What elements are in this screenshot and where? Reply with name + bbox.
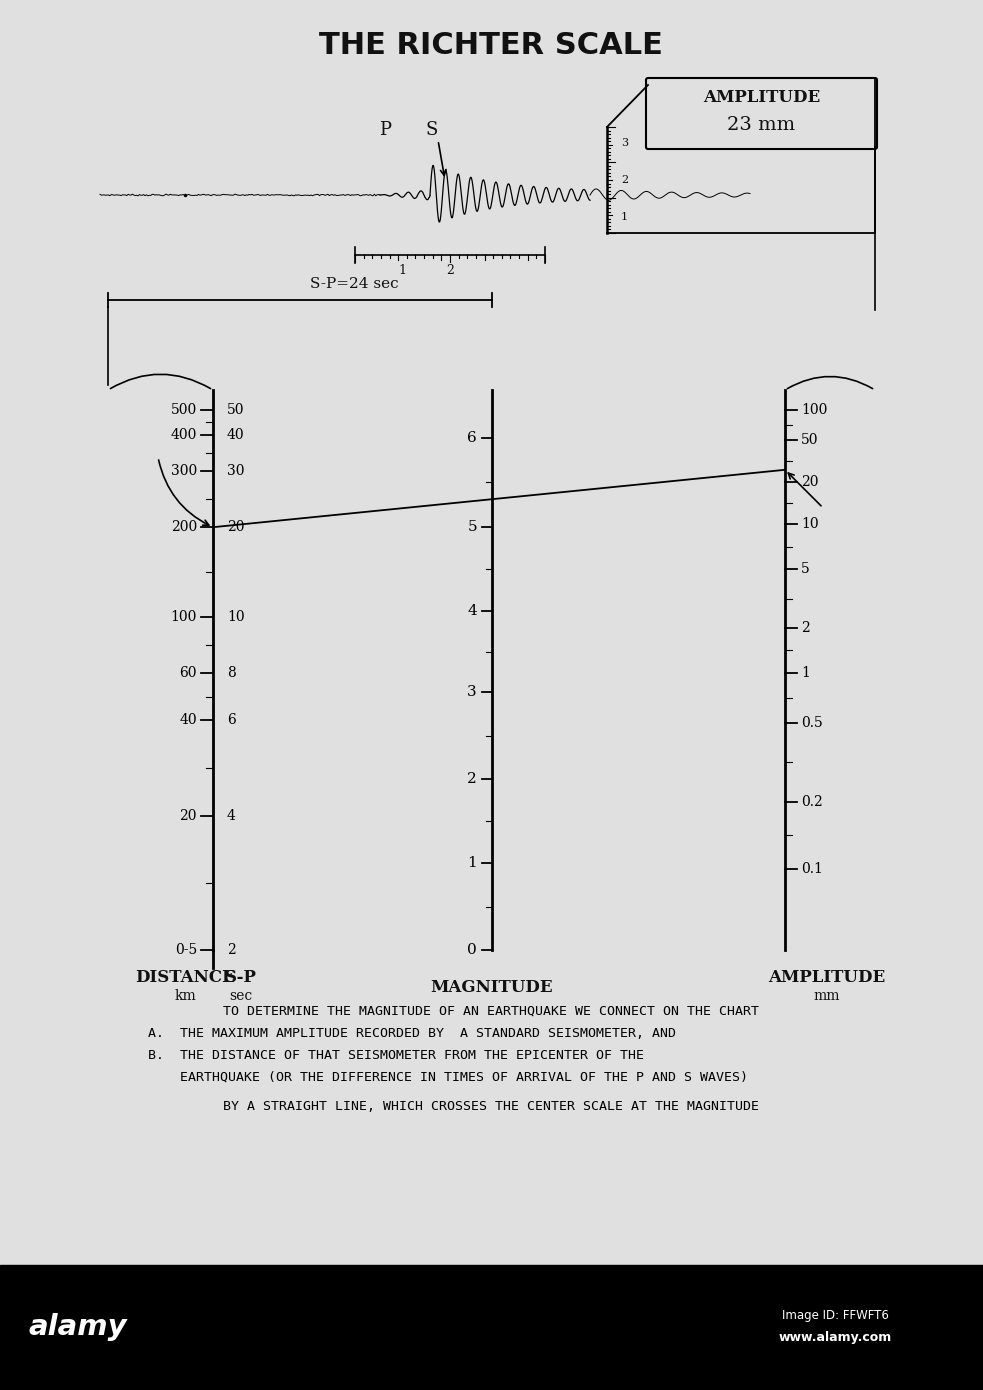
Text: S-P=24 sec: S-P=24 sec bbox=[310, 277, 399, 291]
Text: 4: 4 bbox=[227, 809, 236, 823]
Text: A.  THE MAXIMUM AMPLITUDE RECORDED BY  A STANDARD SEISMOMETER, AND: A. THE MAXIMUM AMPLITUDE RECORDED BY A S… bbox=[148, 1027, 676, 1040]
Text: 10: 10 bbox=[801, 517, 819, 531]
Text: 40: 40 bbox=[179, 713, 197, 727]
Text: mm: mm bbox=[814, 990, 840, 1004]
Text: AMPLITUDE: AMPLITUDE bbox=[703, 89, 820, 107]
Text: 5: 5 bbox=[801, 562, 810, 577]
Text: 0.1: 0.1 bbox=[801, 862, 823, 876]
Text: 2: 2 bbox=[801, 621, 810, 635]
Text: B.  THE DISTANCE OF THAT SEISMOMETER FROM THE EPICENTER OF THE: B. THE DISTANCE OF THAT SEISMOMETER FROM… bbox=[148, 1049, 644, 1062]
Text: 2: 2 bbox=[621, 175, 628, 185]
Text: EARTHQUAKE (OR THE DIFFERENCE IN TIMES OF ARRIVAL OF THE P AND S WAVES): EARTHQUAKE (OR THE DIFFERENCE IN TIMES O… bbox=[148, 1072, 748, 1084]
Text: 4: 4 bbox=[467, 605, 477, 619]
Text: 300: 300 bbox=[171, 464, 197, 478]
Text: AMPLITUDE: AMPLITUDE bbox=[769, 969, 886, 987]
Text: 50: 50 bbox=[801, 434, 819, 448]
Text: alamy: alamy bbox=[29, 1314, 128, 1341]
Text: 1: 1 bbox=[467, 856, 477, 870]
Text: 2: 2 bbox=[467, 773, 477, 787]
Text: 5: 5 bbox=[467, 520, 477, 534]
Text: 1: 1 bbox=[398, 264, 407, 278]
Text: 3: 3 bbox=[467, 685, 477, 699]
Text: 1: 1 bbox=[621, 213, 628, 222]
Text: THE RICHTER SCALE: THE RICHTER SCALE bbox=[319, 31, 663, 60]
Text: MAGNITUDE: MAGNITUDE bbox=[431, 979, 553, 995]
Text: 0: 0 bbox=[467, 942, 477, 956]
Text: 30: 30 bbox=[227, 464, 245, 478]
Text: 40: 40 bbox=[227, 428, 245, 442]
Text: 20: 20 bbox=[180, 809, 197, 823]
Text: 400: 400 bbox=[171, 428, 197, 442]
Text: 1: 1 bbox=[801, 666, 810, 680]
Text: DISTANCE: DISTANCE bbox=[135, 969, 235, 987]
Bar bbox=[0, 1265, 983, 1390]
Text: 0.5: 0.5 bbox=[801, 716, 823, 730]
Text: BY A STRAIGHT LINE, WHICH CROSSES THE CENTER SCALE AT THE MAGNITUDE: BY A STRAIGHT LINE, WHICH CROSSES THE CE… bbox=[223, 1099, 759, 1112]
Text: 100: 100 bbox=[171, 610, 197, 624]
Text: 10: 10 bbox=[227, 610, 245, 624]
Text: Image ID: FFWFT6: Image ID: FFWFT6 bbox=[781, 1308, 889, 1322]
Text: 200: 200 bbox=[171, 520, 197, 534]
Text: 60: 60 bbox=[180, 666, 197, 680]
Text: 500: 500 bbox=[171, 403, 197, 417]
Text: 6: 6 bbox=[227, 713, 236, 727]
Text: 50: 50 bbox=[227, 403, 245, 417]
Text: www.alamy.com: www.alamy.com bbox=[779, 1332, 892, 1344]
Text: S: S bbox=[426, 121, 438, 139]
Text: 100: 100 bbox=[801, 403, 828, 417]
Text: S-P: S-P bbox=[225, 969, 257, 987]
Text: km: km bbox=[174, 990, 196, 1004]
Text: 0.2: 0.2 bbox=[801, 795, 823, 809]
Text: 6: 6 bbox=[467, 431, 477, 445]
Text: 20: 20 bbox=[801, 475, 819, 489]
Text: 23 mm: 23 mm bbox=[727, 115, 795, 133]
Text: P: P bbox=[379, 121, 391, 139]
Text: 2: 2 bbox=[446, 264, 454, 278]
Text: TO DETERMINE THE MAGNITUDE OF AN EARTHQUAKE WE CONNECT ON THE CHART: TO DETERMINE THE MAGNITUDE OF AN EARTHQU… bbox=[223, 1005, 759, 1017]
Text: 20: 20 bbox=[227, 520, 245, 534]
Text: sec: sec bbox=[229, 990, 253, 1004]
Text: 8: 8 bbox=[227, 666, 236, 680]
Text: 2: 2 bbox=[227, 942, 236, 956]
Text: 0-5: 0-5 bbox=[175, 942, 197, 956]
Text: 3: 3 bbox=[621, 138, 628, 147]
